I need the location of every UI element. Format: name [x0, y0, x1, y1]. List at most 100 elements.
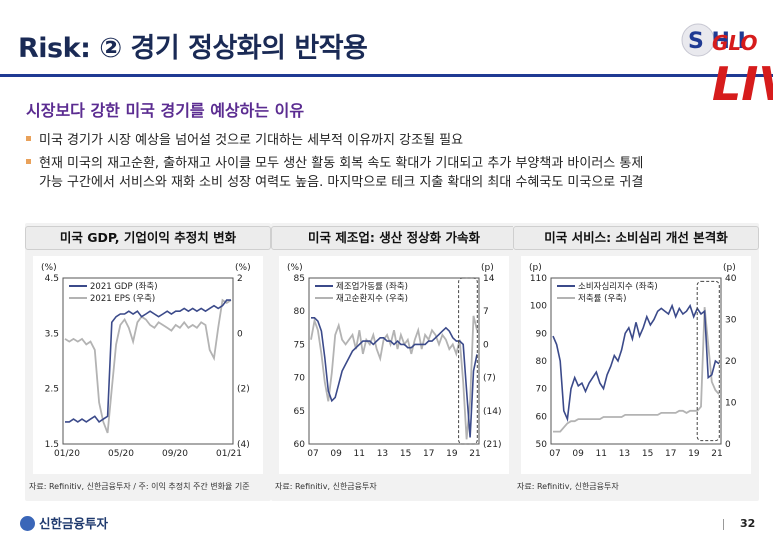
right-tick-label: 10	[725, 399, 737, 409]
right-tick-label: 0	[483, 340, 489, 350]
legend-label: 재고순환지수 (우축)	[336, 293, 408, 304]
left-tick-label: 110	[530, 274, 547, 284]
left-tick-label: 75	[294, 340, 305, 350]
x-tick-label: 01/20	[54, 449, 80, 459]
legend-label: 저축률 (우축)	[578, 294, 626, 304]
x-tick-label: 17	[423, 449, 434, 459]
left-tick-label: 90	[536, 329, 548, 339]
bullet-2: 현재 미국의 재고순환, 출하재고 사이클 모두 생산 활동 회복 속도 확대가…	[26, 154, 746, 192]
panel-manufacturing: 미국 제조업: 생산 정상화 가속화 (%) (p) 85 80 75 70 65 60 14 7…	[271, 223, 517, 501]
right-axis-unit: (%)	[235, 263, 251, 273]
panel-gdp-eps: 미국 GDP, 기업이익 추정치 변화 (%) (%) 4.5 3.5 2.5 1.5 2 0…	[25, 223, 271, 501]
left-tick-label: 70	[536, 385, 548, 395]
page-title: Risk: ② 경기 정상화의 반작용	[18, 33, 368, 64]
panel-title: 미국 제조업: 생산 정상화 가속화	[271, 226, 517, 250]
right-tick-label: 7	[483, 307, 489, 317]
left-tick-label: 70	[294, 374, 306, 384]
x-tick-label: 09	[330, 449, 342, 459]
right-tick-label: 0	[725, 440, 731, 450]
chart-source: 자료: Refinitiv, 신한금융투자 / 주: 이익 추정치 주간 변화율…	[29, 482, 250, 491]
x-tick-label: 09/20	[162, 449, 188, 459]
panel-title: 미국 GDP, 기업이익 추정치 변화	[25, 226, 271, 250]
company-mark-icon	[20, 516, 35, 531]
left-tick-label: 100	[530, 302, 547, 312]
series-line	[310, 315, 478, 440]
panel-title: 미국 서비스: 소비심리 개선 본격화	[513, 226, 759, 250]
right-tick-label: (14)	[483, 407, 501, 417]
chart-source: 자료: Refinitiv, 신한금융투자	[275, 482, 377, 491]
x-tick-label: 05/20	[108, 449, 134, 459]
x-tick-label: 17	[665, 449, 676, 459]
right-tick-label: 14	[483, 274, 495, 284]
right-tick-label: (21)	[483, 440, 501, 450]
right-tick-label: 20	[725, 357, 737, 367]
bullet-1-text: 미국 경기가 시장 예상을 넘어설 것으로 기대하는 세부적 이유까지 강조될 …	[39, 133, 464, 148]
x-tick-label: 13	[619, 449, 630, 459]
left-tick-label: 1.5	[45, 440, 59, 450]
plot-frame	[62, 277, 234, 445]
right-tick-label: (2)	[237, 385, 250, 395]
section-subtitle: 시장보다 강한 미국 경기를 예상하는 이유	[26, 101, 305, 120]
series-line	[311, 316, 478, 438]
x-tick-label: 07	[549, 449, 560, 459]
footer-company-logo: 신한금융투자	[20, 513, 108, 532]
left-tick-label: 85	[294, 274, 305, 284]
left-axis-unit: (p)	[529, 263, 542, 273]
x-tick-label: 21	[711, 449, 722, 459]
page-number: 32	[740, 517, 756, 530]
bullet-square-icon	[26, 136, 31, 141]
x-tick-label: 01/21	[216, 449, 242, 459]
series-line	[553, 307, 720, 433]
logo-text-top: GLO	[712, 31, 757, 55]
right-tick-label: (4)	[237, 440, 250, 450]
plot-frame	[308, 277, 480, 445]
footer-company-name: 신한금융투자	[39, 516, 109, 531]
right-tick-label: 30	[725, 316, 737, 326]
x-tick-label: 07	[307, 449, 318, 459]
page-divider	[723, 519, 724, 530]
legend-label: 2021 GDP (좌축)	[90, 282, 158, 292]
live-logo: S H I GLO LIV	[676, 12, 773, 104]
right-tick-label: 0	[237, 329, 243, 339]
highlight-box	[458, 277, 478, 445]
x-tick-label: 11	[596, 449, 607, 459]
left-tick-label: 60	[536, 412, 548, 422]
series-line	[64, 298, 232, 434]
chart-services: (p) (p) 110 100 90 80 70 60 50 40 30 20 10 0 07 09 11 13 1…	[521, 256, 751, 474]
chart-manufacturing: (%) (p) 85 80 75 70 65 60 14 7 0 (7) (14) (21) 07 09 11 1…	[279, 256, 509, 474]
left-tick-label: 80	[536, 357, 548, 367]
right-tick-label: 40	[725, 274, 737, 284]
x-tick-label: 15	[642, 449, 653, 459]
title-divider	[0, 74, 773, 77]
right-axis-unit: (p)	[481, 263, 494, 273]
chart-gdp-eps: (%) (%) 4.5 3.5 2.5 1.5 2 0 (2) (4) 01/20 05/20 09/2…	[33, 256, 263, 474]
x-tick-label: 15	[400, 449, 411, 459]
left-axis-unit: (%)	[287, 263, 303, 273]
x-tick-label: 21	[469, 449, 480, 459]
series-line	[65, 299, 231, 423]
legend-label: 2021 EPS (우축)	[90, 294, 155, 304]
left-tick-label: 3.5	[45, 329, 59, 339]
plot-frame	[550, 277, 722, 445]
left-tick-label: 80	[294, 307, 306, 317]
chart-source: 자료: Refinitiv, 신한금융투자	[517, 482, 619, 491]
logo-text-bottom: LIV	[712, 57, 773, 104]
right-tick-label: (7)	[483, 374, 496, 384]
left-tick-label: 2.5	[45, 385, 59, 395]
left-tick-label: 4.5	[45, 274, 59, 284]
x-tick-label: 13	[377, 449, 388, 459]
x-tick-label: 19	[446, 449, 458, 459]
bullet-2-text-line2: 가능 구간에서 서비스와 재화 소비 성장 여력도 높음. 마지막으로 테크 지…	[39, 175, 644, 190]
legend-label: 제조업가동률 (좌축)	[336, 282, 408, 292]
series-line	[552, 303, 720, 423]
x-tick-label: 11	[354, 449, 365, 459]
left-tick-label: 60	[294, 440, 306, 450]
bullet-2-text-line1: 현재 미국의 재고순환, 출하재고 사이클 모두 생산 활동 회복 속도 확대가…	[39, 156, 644, 171]
bullet-square-icon	[26, 159, 31, 164]
highlight-box	[696, 280, 720, 442]
left-axis-unit: (%)	[41, 263, 57, 273]
left-tick-label: 50	[536, 440, 548, 450]
right-axis-unit: (p)	[723, 263, 736, 273]
logo-letters: S H I	[688, 29, 746, 54]
panel-services: 미국 서비스: 소비심리 개선 본격화 (p) (p) 110 100 90 80 70 60…	[513, 223, 759, 501]
